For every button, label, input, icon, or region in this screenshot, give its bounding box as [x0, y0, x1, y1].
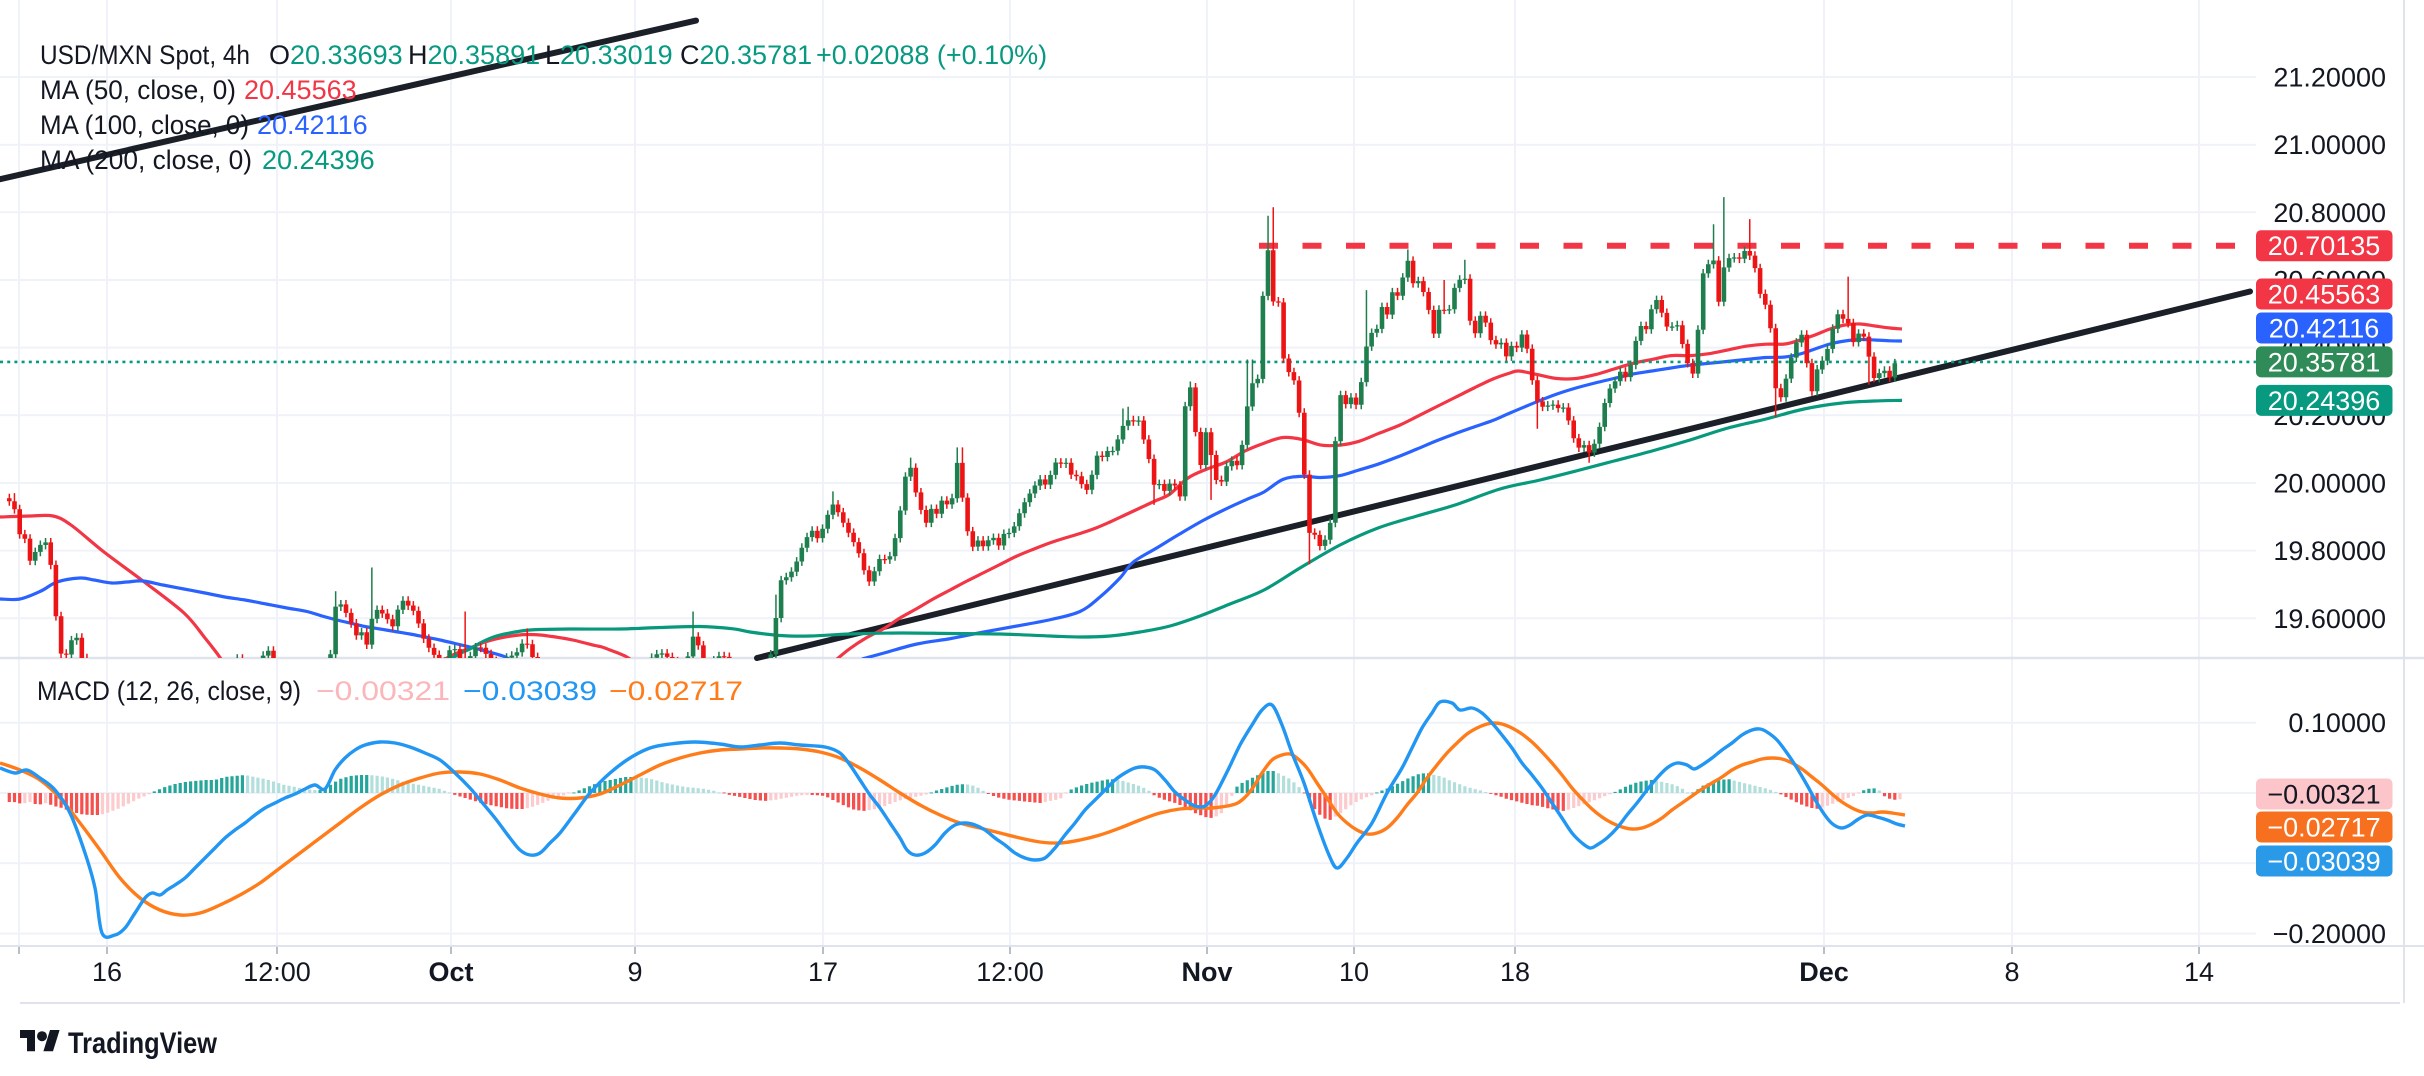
svg-text:20.45563: 20.45563	[244, 75, 357, 105]
svg-text:C20.35781: C20.35781	[680, 40, 812, 70]
svg-text:MA (50, close, 0): MA (50, close, 0)	[40, 75, 236, 105]
svg-text:12:00: 12:00	[243, 957, 311, 987]
svg-text:−0.02717: −0.02717	[2267, 813, 2380, 843]
svg-text:MA (200, close, 0): MA (200, close, 0)	[40, 145, 252, 175]
svg-text:19.60000: 19.60000	[2273, 604, 2386, 634]
svg-text:L20.33019: L20.33019	[545, 40, 673, 70]
svg-text:20.24396: 20.24396	[2268, 386, 2381, 416]
svg-text:20.42116: 20.42116	[2269, 314, 2380, 344]
svg-text:MA (100, close, 0): MA (100, close, 0)	[40, 110, 249, 140]
svg-text:−0.00321: −0.00321	[2267, 780, 2380, 810]
svg-text:−0.20000: −0.20000	[2273, 919, 2386, 949]
svg-text:0.10000: 0.10000	[2288, 708, 2386, 738]
svg-text:8: 8	[2004, 957, 2019, 987]
svg-text:Nov: Nov	[1181, 957, 1232, 987]
svg-text:−0.03039: −0.03039	[463, 676, 597, 706]
svg-text:10: 10	[1339, 957, 1369, 987]
svg-text:20.70135: 20.70135	[2268, 231, 2381, 261]
svg-text:21.20000: 21.20000	[2273, 63, 2386, 93]
svg-text:21.00000: 21.00000	[2273, 130, 2386, 160]
svg-text:18: 18	[1500, 957, 1530, 987]
svg-text:20.00000: 20.00000	[2273, 469, 2386, 499]
svg-text:−0.03039: −0.03039	[2267, 847, 2380, 877]
svg-text:MACD (12, 26, close, 9): MACD (12, 26, close, 9)	[37, 676, 301, 706]
svg-text:19.80000: 19.80000	[2273, 536, 2386, 566]
svg-text:20.42116: 20.42116	[257, 110, 368, 140]
svg-text:O20.33693: O20.33693	[269, 40, 403, 70]
svg-text:20.35781: 20.35781	[2268, 347, 2381, 377]
svg-text:20.45563: 20.45563	[2268, 280, 2381, 310]
svg-text:H20.35891: H20.35891	[408, 40, 540, 70]
svg-text:TradingView: TradingView	[68, 1027, 218, 1060]
svg-text:9: 9	[627, 957, 642, 987]
svg-text:20.80000: 20.80000	[2273, 198, 2386, 228]
svg-text:−0.00321: −0.00321	[316, 676, 450, 706]
svg-text:16: 16	[92, 957, 122, 987]
svg-text:+0.02088 (+0.10%): +0.02088 (+0.10%)	[816, 40, 1047, 70]
svg-text:USD/MXN Spot, 4h: USD/MXN Spot, 4h	[40, 40, 250, 70]
svg-text:−0.02717: −0.02717	[609, 676, 743, 706]
svg-text:Oct: Oct	[428, 957, 473, 987]
svg-text:12:00: 12:00	[976, 957, 1044, 987]
svg-text:17: 17	[808, 957, 838, 987]
svg-text:Dec: Dec	[1799, 957, 1849, 987]
svg-text:20.24396: 20.24396	[262, 145, 375, 175]
svg-text:14: 14	[2184, 957, 2214, 987]
